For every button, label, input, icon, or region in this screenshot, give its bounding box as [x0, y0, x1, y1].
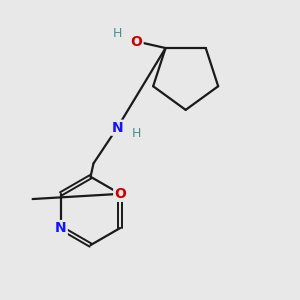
- Text: O: O: [114, 187, 126, 201]
- Text: N: N: [112, 121, 123, 135]
- Text: N: N: [55, 221, 67, 235]
- Text: O: O: [131, 34, 142, 49]
- Text: H: H: [112, 27, 122, 40]
- Text: H: H: [132, 127, 141, 140]
